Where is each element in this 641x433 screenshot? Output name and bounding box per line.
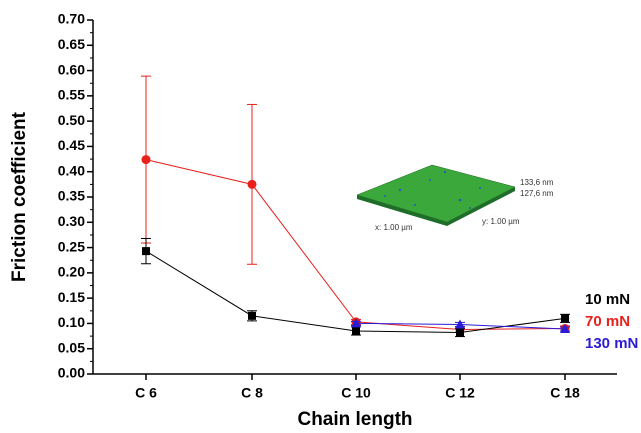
point: [142, 247, 150, 255]
legend-label: 70 mN: [585, 313, 630, 330]
y-tick-label: 0.10: [58, 314, 85, 330]
legend-label: 130 mN: [585, 335, 638, 352]
inset-surface: [357, 165, 515, 222]
inset-label: y: 1.00 µm: [482, 217, 520, 226]
x-tick-label: C 8: [241, 385, 263, 401]
x-tick-label: C 12: [445, 385, 475, 401]
y-tick-label: 0.50: [58, 112, 85, 128]
y-tick-label: 0.15: [58, 289, 85, 305]
point: [142, 155, 151, 164]
y-tick-label: 0.35: [58, 188, 85, 204]
y-tick-label: 0.60: [58, 61, 85, 77]
y-tick-label: 0.65: [58, 36, 85, 52]
y-tick-label: 0.45: [58, 137, 85, 153]
y-tick-label: 0.05: [58, 339, 85, 355]
y-tick-label: 0.70: [58, 11, 85, 27]
chart: Friction coefficient Chain length 0.00 0.…: [0, 0, 641, 433]
legend-label: 10 mN: [585, 291, 630, 308]
x-tick-label: C 10: [341, 385, 371, 401]
x-tick-label: C 18: [550, 385, 580, 401]
y-tick-label: 0.40: [58, 162, 85, 178]
y-tick-label: 0.30: [58, 213, 85, 229]
point: [248, 312, 256, 320]
inset-label: x: 1.00 µm: [375, 223, 413, 232]
point: [561, 314, 569, 322]
page: {"chart_data": { "type": "line", "x_labe…: [0, 0, 641, 433]
point: [248, 180, 257, 189]
point: [456, 329, 464, 337]
y-tick-label: 0.20: [58, 264, 85, 280]
point: [352, 327, 360, 335]
y-tick-label: 0.55: [58, 87, 85, 103]
x-axis-title: Chain length: [297, 409, 412, 430]
y-axis-title: Friction coefficient: [9, 111, 30, 282]
y-tick-label: 0.00: [58, 365, 85, 381]
y-tick-label: 0.25: [58, 238, 85, 254]
inset-label: 133,6 nm: [520, 178, 554, 187]
inset-label: 127,6 nm: [520, 189, 554, 198]
x-tick-label: C 6: [135, 385, 157, 401]
